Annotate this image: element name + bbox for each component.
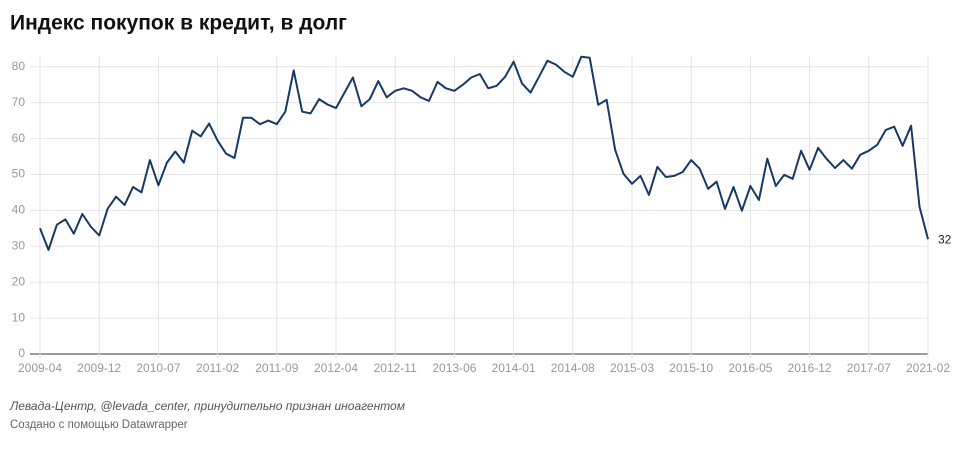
x-tick-label: 2012-04 (314, 361, 358, 375)
x-tick-label: 2015-03 (610, 361, 654, 375)
credit: Создано с помощью Datawrapper (10, 419, 188, 431)
x-tick-label: 2014-08 (551, 361, 595, 375)
chart-title: Индекс покупок в кредит, в долг (10, 12, 347, 35)
line (39, 55, 929, 251)
x-tick-label: 2011-09 (255, 361, 298, 375)
y-tick-label: 0 (18, 346, 25, 360)
y-tick-label: 50 (12, 167, 26, 181)
x-tick-label: 2016-12 (788, 361, 832, 375)
y-tick-label: 80 (12, 59, 26, 73)
x-tick-label: 2016-05 (728, 361, 772, 375)
x-tick-label: 2009-04 (18, 361, 62, 375)
x-tick-label: 2015-10 (669, 361, 713, 375)
x-tick-label: 2009-12 (77, 361, 121, 375)
y-tick-label: 60 (12, 131, 26, 145)
y-tick-label: 70 (12, 95, 26, 109)
y-tick-label: 20 (12, 274, 26, 288)
x-tick-label: 2021-02 (906, 361, 950, 375)
x-tick-label: 2012-11 (374, 361, 417, 375)
y-tick-label: 10 (12, 310, 26, 324)
y-tick-label: 40 (12, 203, 26, 217)
source: Левада-Центр, @levada_center, принудител… (9, 399, 405, 413)
x-tick-label: 2011-02 (196, 361, 239, 375)
value-label: 32 (938, 232, 952, 246)
x-tick-label: 2017-07 (847, 361, 891, 375)
x-tick-label: 2010-07 (136, 361, 180, 375)
y-tick-label: 30 (12, 238, 26, 252)
x-tick-label: 2013-06 (432, 361, 476, 375)
x-tick-label: 2014-01 (492, 361, 536, 375)
